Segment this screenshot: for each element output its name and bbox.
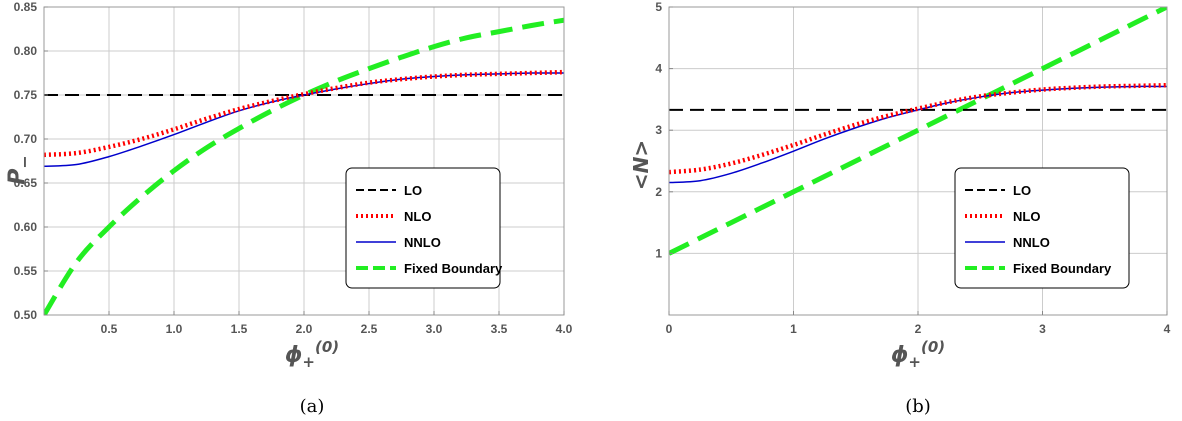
panel-a-legend-label: Fixed Boundary xyxy=(404,261,503,276)
panel-a-y-tick-label: 0.80 xyxy=(14,44,38,58)
panel-b-chart: 0 1 2 3 4 1 2 3 4 5 ϕ+(0) <N> LO NLO NNLO Fixed Bou… xyxy=(629,0,1171,417)
panel-b-series xyxy=(669,7,1167,256)
panel-a-x-tick-label: 0.5 xyxy=(101,322,118,336)
panel-b-y-tick-label: 4 xyxy=(655,62,662,76)
panel-b-legend-label: NNLO xyxy=(1013,235,1050,250)
panel-b-y-tick-label: 5 xyxy=(655,0,662,14)
panel-a-chart: 0.5 1.0 1.5 2.0 2.5 3.0 3.5 4.0 0.50 0.55 0.60 0.6… xyxy=(5,0,573,417)
panel-b-legend-label: LO xyxy=(1013,183,1031,198)
panel-b-legend-box xyxy=(954,167,1130,289)
panel-b-y-tick-label: 2 xyxy=(655,185,662,199)
panel-b-x-tick-label: 1 xyxy=(790,322,797,336)
panel-a-legend-label: LO xyxy=(404,183,422,198)
panel-b-x-tick-label: 0 xyxy=(666,322,673,336)
panel-a-x-tick-label: 4.0 xyxy=(556,322,573,336)
panel-a-y-ticks: 0.50 0.55 0.60 0.65 0.70 0.75 0.80 0.85 xyxy=(14,0,48,322)
panel-a-x-tick-label: 3.0 xyxy=(426,322,443,336)
panel-a-legend: LO NLO NNLO Fixed Boundary xyxy=(345,167,503,289)
panel-a-y-tick-label: 0.65 xyxy=(14,176,38,190)
panel-a-x-axis-label: ϕ+(0) xyxy=(285,338,339,371)
panel-a-y-tick-label: 0.85 xyxy=(14,0,38,14)
panel-a-x-tick-label: 2.5 xyxy=(361,322,378,336)
panel-b-x-tick-label: 3 xyxy=(1039,322,1046,336)
panel-a-x-tick-label: 1.0 xyxy=(166,322,183,336)
panel-a-x-tick-label: 2.0 xyxy=(296,322,313,336)
panel-a-legend-label: NNLO xyxy=(404,235,441,250)
panel-a-y-tick-label: 0.55 xyxy=(14,264,38,278)
panel-a-series xyxy=(44,17,564,315)
panel-a-x-tick-label: 3.5 xyxy=(491,322,508,336)
panel-b-y-tick-label: 3 xyxy=(655,123,662,137)
panel-b-x-ticks: 0 1 2 3 4 xyxy=(666,311,1171,336)
panel-b-legend-label: Fixed Boundary xyxy=(1013,261,1112,276)
panel-b-series-fixed-boundary xyxy=(669,7,1167,256)
panel-a-y-tick-label: 0.50 xyxy=(14,308,38,322)
panel-a-x-ticks: 0.5 1.0 1.5 2.0 2.5 3.0 3.5 4.0 xyxy=(101,311,573,336)
panel-b-y-axis-label: <N> xyxy=(629,140,653,190)
panel-a-series-nlo xyxy=(44,69,564,158)
panel-b-x-tick-label: 4 xyxy=(1164,322,1171,336)
panel-b-series-nlo xyxy=(669,82,1167,175)
panel-a-y-tick-label: 0.75 xyxy=(14,88,38,102)
panel-a-legend-box xyxy=(345,167,501,289)
panel-b-legend: LO NLO NNLO Fixed Boundary xyxy=(954,167,1130,289)
panel-a-x-tick-label: 1.5 xyxy=(231,322,248,336)
panel-a-y-tick-label: 0.70 xyxy=(14,132,38,146)
panel-a-legend-label: NLO xyxy=(404,209,431,224)
panel-a-y-tick-label: 0.60 xyxy=(14,220,38,234)
panel-b-y-tick-label: 1 xyxy=(655,246,662,260)
panel-a-y-axis-label: P− xyxy=(5,155,34,185)
panel-b-y-ticks: 1 2 3 4 5 xyxy=(655,0,673,260)
panel-b-series-nnlo xyxy=(669,85,1167,184)
panel-b-x-tick-label: 2 xyxy=(915,322,922,336)
panel-b-x-axis-label: ϕ+(0) xyxy=(891,338,945,371)
panel-a-series-fixed-boundary xyxy=(44,17,564,315)
panel-a-caption: (a) xyxy=(300,396,325,417)
panel-b-legend-label: NLO xyxy=(1013,209,1040,224)
panel-b-caption: (b) xyxy=(905,396,931,417)
